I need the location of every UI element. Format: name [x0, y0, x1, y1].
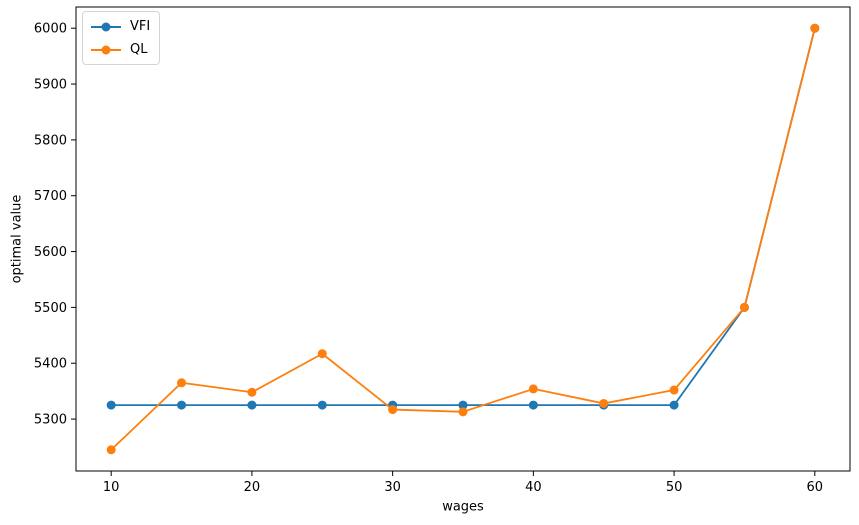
x-tick-label: 20: [244, 480, 261, 495]
data-point-vfi: [528, 400, 538, 410]
y-tick-label: 5300: [34, 413, 67, 428]
legend: VFI QL: [82, 11, 161, 65]
x-tick-label: 40: [525, 480, 542, 495]
data-point-ql: [458, 407, 468, 417]
y-tick-label: 5600: [34, 245, 67, 260]
legend-entry-ql: QL: [91, 39, 150, 60]
data-point-ql: [739, 302, 749, 312]
x-tick-label: 30: [384, 480, 401, 495]
ql-line-marker-swatch: [91, 45, 121, 55]
data-point-vfi: [106, 400, 116, 410]
x-axis-label: wages: [442, 499, 484, 515]
data-point-ql: [810, 23, 820, 33]
data-point-vfi: [317, 400, 327, 410]
legend-label-ql: QL: [130, 42, 148, 57]
data-point-vfi: [177, 400, 187, 410]
data-point-vfi: [458, 400, 468, 410]
data-point-ql: [388, 405, 398, 415]
data-point-ql: [177, 378, 187, 388]
y-tick-label: 6000: [34, 22, 67, 37]
data-point-ql: [669, 385, 679, 395]
data-point-ql: [106, 445, 116, 455]
series-line-ql: [110, 27, 816, 451]
data-point-vfi: [669, 400, 679, 410]
data-point-ql: [528, 384, 538, 394]
legend-label-vfi: VFI: [130, 19, 151, 34]
ql-swatch-dot: [101, 45, 111, 54]
y-tick-label: 5500: [34, 301, 67, 316]
y-tick-label: 5800: [34, 133, 67, 148]
data-point-ql: [247, 387, 257, 397]
vfi-line-marker-swatch: [91, 22, 121, 32]
data-point-vfi: [247, 400, 257, 410]
plot-frame: [75, 6, 851, 472]
vfi-swatch-dot: [101, 22, 111, 31]
data-point-ql: [599, 398, 609, 408]
x-tick-label: 60: [807, 480, 824, 495]
x-tick-label: 50: [666, 480, 683, 495]
y-tick-label: 5900: [34, 78, 67, 93]
legend-entry-vfi: VFI: [91, 16, 150, 37]
y-tick-label: 5700: [34, 189, 67, 204]
data-point-ql: [317, 349, 327, 359]
y-axis-label: optimal value: [9, 194, 25, 284]
x-tick-label: 10: [103, 480, 120, 495]
y-tick-label: 5400: [34, 357, 67, 372]
